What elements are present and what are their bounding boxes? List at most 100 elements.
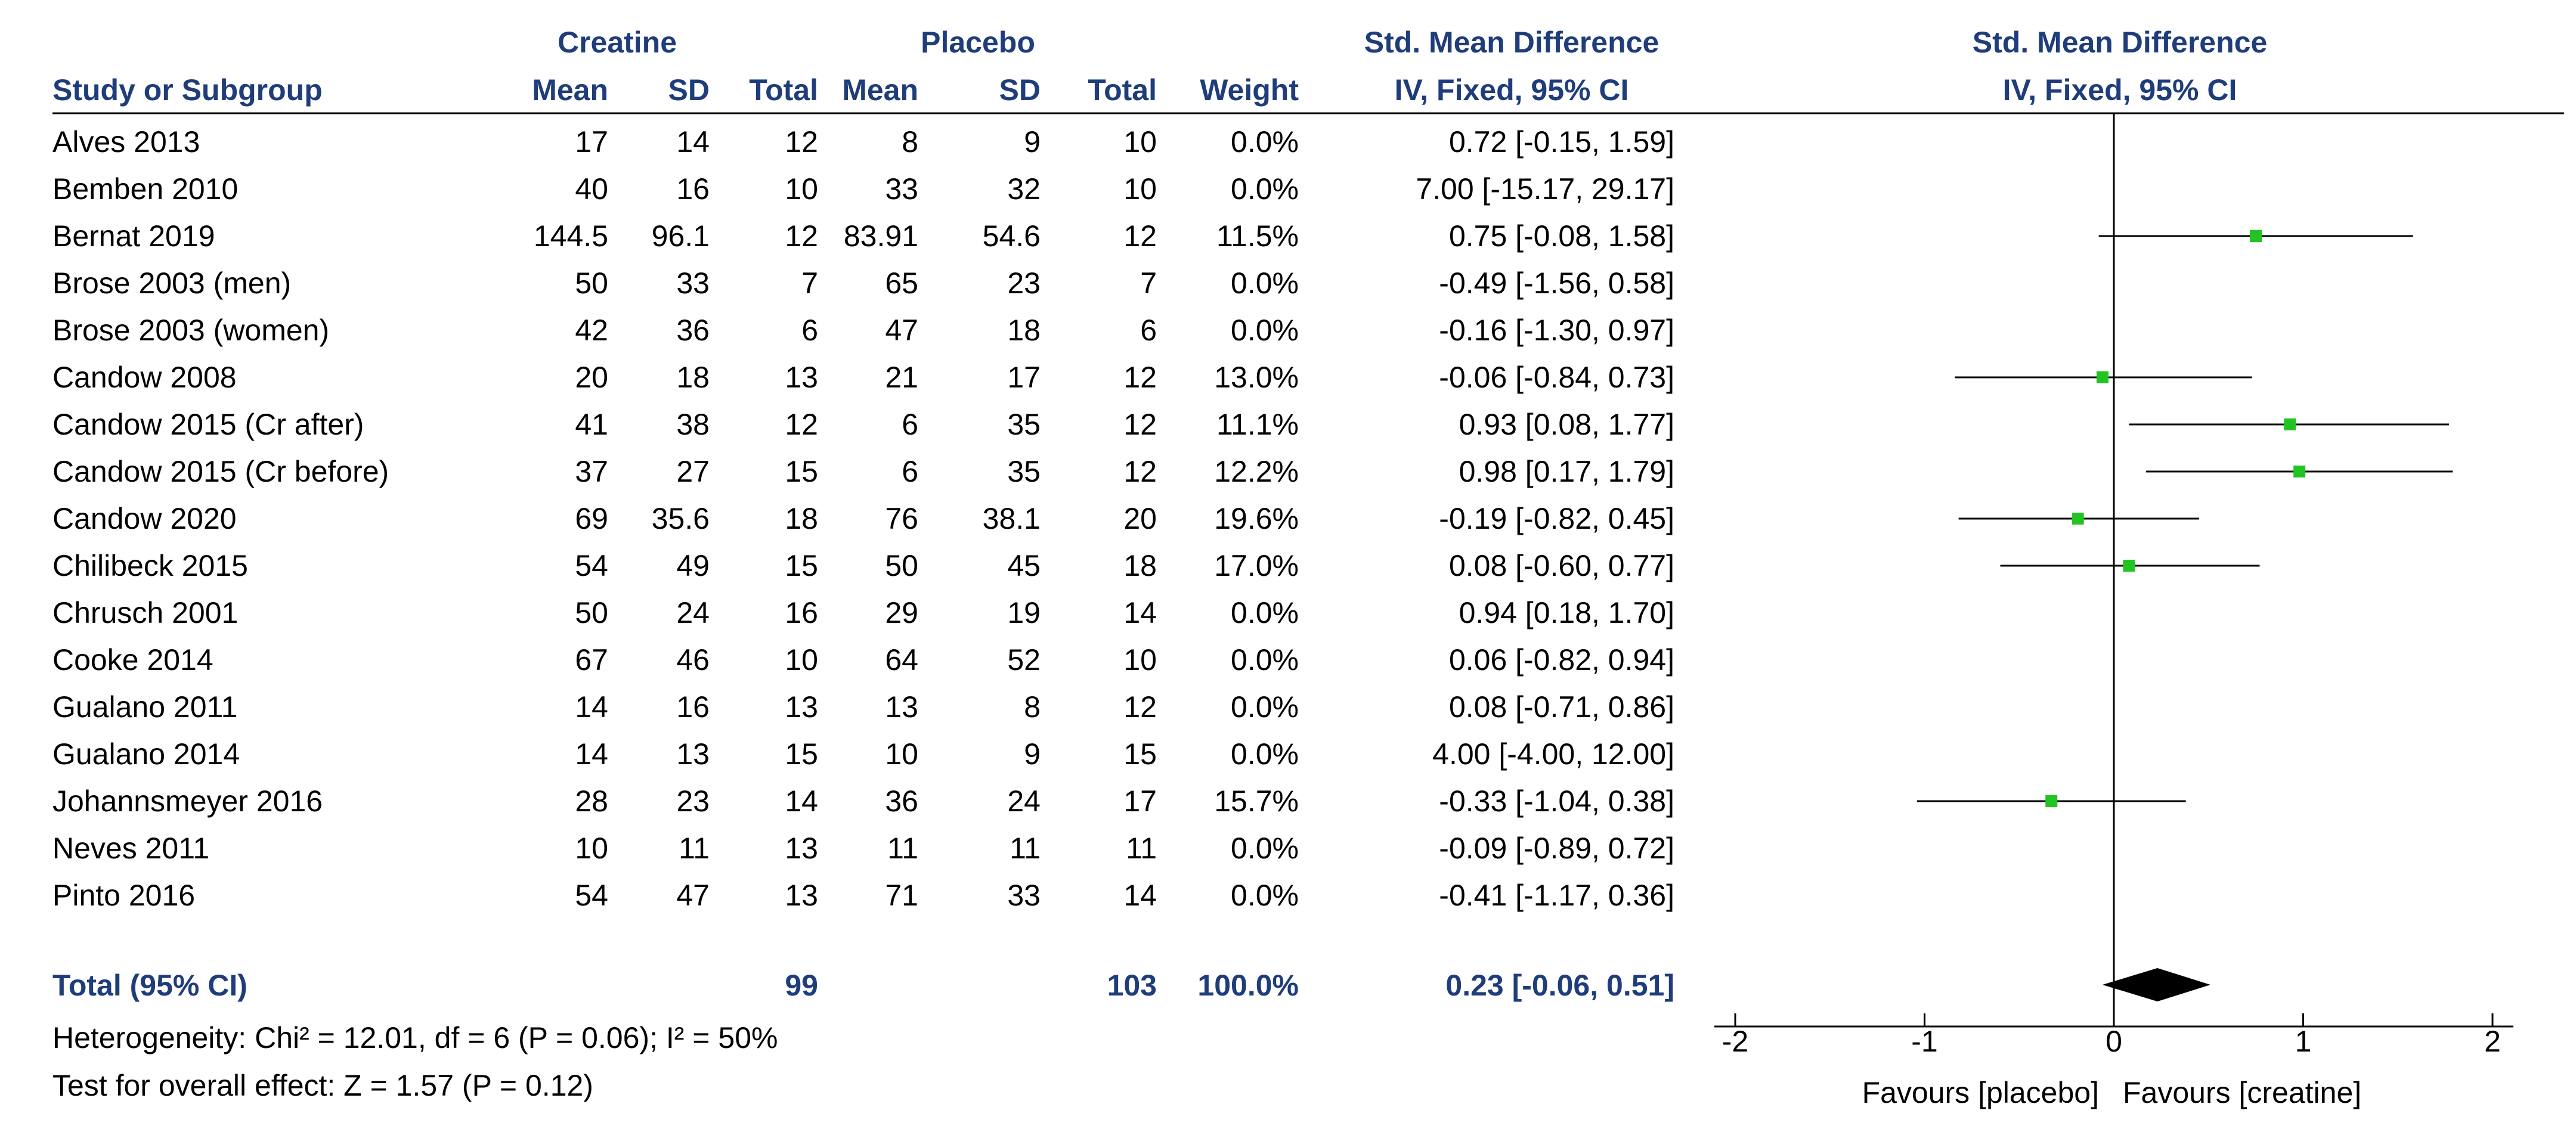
- point-estimate: [2123, 560, 2135, 572]
- mean-creatine: 42: [575, 314, 608, 347]
- table-row: Gualano 2014 14 13 15 10 9 15 0.0% 4.00 [-4.00, …: [52, 737, 1674, 771]
- table-row: Brose 2003 (women) 42 36 6 47 18 6 0.0% -0.16 [-…: [52, 314, 1674, 347]
- mean-placebo: 50: [885, 549, 918, 582]
- total-creatine: 13: [785, 690, 818, 724]
- sd-placebo: 35: [1007, 455, 1041, 488]
- sd-placebo: 9: [1024, 125, 1041, 159]
- study-name: Neves 2011: [52, 832, 209, 865]
- total-placebo: 10: [1123, 172, 1157, 206]
- sd-creatine: 36: [676, 314, 710, 347]
- study-name: Candow 2008: [52, 361, 237, 394]
- header-mean-2: Mean: [842, 73, 918, 107]
- mean-creatine: 10: [575, 832, 608, 865]
- mean-placebo: 11: [887, 832, 918, 865]
- weight: 12.2%: [1214, 455, 1299, 488]
- mean-creatine: 67: [575, 643, 608, 677]
- mean-placebo: 21: [885, 361, 918, 394]
- total-placebo: 17: [1123, 784, 1157, 818]
- header-group-creatine: Creatine: [558, 26, 677, 59]
- table-row: Chrusch 2001 50 24 16 29 19 14 0.0% 0.94 [0.18, …: [52, 596, 1674, 629]
- total-placebo: 10: [1123, 125, 1157, 159]
- weight: 19.6%: [1214, 502, 1299, 535]
- weight: 11.1%: [1216, 408, 1299, 441]
- study-name: Brose 2003 (men): [52, 266, 291, 300]
- table-row: Johannsmeyer 2016 28 23 14 36 24 17 15.7% -0.33 …: [52, 784, 1674, 818]
- weight: 0.0%: [1231, 690, 1299, 724]
- sd-placebo: 33: [1007, 879, 1041, 912]
- sd-placebo: 17: [1007, 361, 1041, 394]
- study-name: Candow 2015 (Cr before): [52, 455, 389, 488]
- header-weight: Weight: [1200, 73, 1299, 107]
- effect-ci: -0.41 [-1.17, 0.36]: [1439, 879, 1674, 912]
- total-creatine: 14: [785, 784, 818, 818]
- overall-effect-text: Test for overall effect: Z = 1.57 (P = 0…: [52, 1069, 593, 1102]
- sd-placebo: 45: [1007, 549, 1041, 582]
- header-total-1: Total: [749, 73, 818, 107]
- effect-ci: -0.06 [-0.84, 0.73]: [1439, 361, 1674, 394]
- table-row: Neves 2011 10 11 13 11 11 11 0.0% -0.09 [-0.89, …: [52, 832, 1674, 865]
- sd-placebo: 38.1: [983, 502, 1041, 535]
- mean-creatine: 14: [575, 690, 608, 724]
- total-creatine: 16: [785, 596, 818, 629]
- mean-creatine: 17: [575, 125, 608, 159]
- point-estimate: [2072, 513, 2084, 525]
- total-placebo: 20: [1123, 502, 1157, 535]
- mean-creatine: 28: [575, 784, 608, 818]
- mean-placebo: 6: [902, 408, 918, 441]
- header-sd-1: SD: [668, 73, 710, 107]
- total-placebo: 6: [1140, 314, 1157, 347]
- mean-placebo: 8: [902, 125, 918, 159]
- sd-creatine: 38: [676, 408, 710, 441]
- sd-creatine: 33: [676, 266, 710, 300]
- mean-placebo: 33: [885, 172, 918, 206]
- point-estimate: [2096, 371, 2109, 383]
- table-row: Pinto 2016 54 47 13 71 33 14 0.0% -0.41 [-1.17, …: [52, 879, 1674, 912]
- total-creatine: 7: [801, 266, 818, 300]
- weight: 0.0%: [1231, 737, 1299, 771]
- total-creatine: 15: [785, 455, 818, 488]
- point-estimate: [2293, 466, 2306, 477]
- point-estimate: [2284, 418, 2296, 430]
- effect-ci: 4.00 [-4.00, 12.00]: [1432, 737, 1674, 771]
- study-name: Johannsmeyer 2016: [52, 784, 323, 818]
- mean-placebo: 76: [885, 502, 918, 535]
- effect-ci: -0.09 [-0.89, 0.72]: [1439, 832, 1674, 865]
- sd-placebo: 35: [1007, 408, 1041, 441]
- mean-creatine: 41: [575, 408, 608, 441]
- sd-placebo: 11: [1010, 832, 1041, 865]
- total-creatine: 13: [785, 832, 818, 865]
- sd-placebo: 8: [1024, 690, 1041, 724]
- sd-placebo: 24: [1007, 784, 1041, 818]
- mean-creatine: 50: [575, 596, 608, 629]
- sd-placebo: 52: [1007, 643, 1041, 677]
- mean-creatine: 50: [575, 266, 608, 300]
- weight: 11.5%: [1216, 219, 1299, 253]
- sd-creatine: 47: [676, 879, 710, 912]
- header-group-placebo: Placebo: [921, 26, 1035, 59]
- point-estimate: [2250, 230, 2262, 242]
- mean-placebo: 65: [885, 266, 918, 300]
- sd-creatine: 16: [676, 172, 710, 206]
- study-rows: Alves 2013 17 14 12 8 9 10 0.0% 0.72 [-0.15, 1.5…: [52, 125, 1674, 912]
- mean-placebo: 29: [885, 596, 918, 629]
- study-name: Gualano 2011: [52, 690, 237, 724]
- header-effect-subtitle: IV, Fixed, 95% CI: [1395, 73, 1629, 107]
- total-placebo: 7: [1140, 266, 1157, 300]
- total-creatine: 13: [785, 879, 818, 912]
- study-name: Chilibeck 2015: [52, 549, 248, 582]
- effect-ci: -0.33 [-1.04, 0.38]: [1439, 784, 1674, 818]
- table-row: Alves 2013 17 14 12 8 9 10 0.0% 0.72 [-0.15, 1.5…: [52, 125, 1674, 159]
- weight: 0.0%: [1231, 596, 1299, 629]
- mean-creatine: 69: [575, 502, 608, 535]
- favours-creatine-label: Favours [creatine]: [2123, 1076, 2361, 1109]
- mean-placebo: 71: [885, 879, 918, 912]
- effect-ci: 0.98 [0.17, 1.79]: [1459, 455, 1674, 488]
- mean-creatine: 14: [575, 737, 608, 771]
- header-total-2: Total: [1088, 73, 1157, 107]
- favours-placebo-label: Favours [placebo]: [1862, 1076, 2099, 1109]
- sd-placebo: 54.6: [983, 219, 1041, 253]
- total-creatine: 13: [785, 361, 818, 394]
- weight: 0.0%: [1231, 314, 1299, 347]
- total-placebo: 18: [1123, 549, 1157, 582]
